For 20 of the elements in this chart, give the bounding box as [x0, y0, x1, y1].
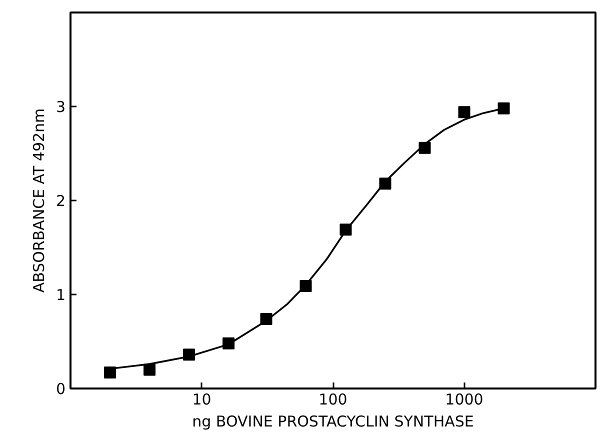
x-tick-label: 100 [318, 390, 348, 408]
point [260, 312, 272, 325]
x-tick-label: 1000 [445, 390, 484, 408]
x-axis-title: ng BOVINE PROSTACYCLIN SYNTHASE [192, 412, 474, 430]
y-tick-label: 3 [56, 98, 66, 116]
y-tick-label: 1 [56, 286, 66, 304]
y-axis-title: ABSORBANCE AT 492nm [30, 108, 48, 293]
point [340, 224, 352, 236]
point [418, 142, 431, 154]
x-tick-label: 10 [192, 390, 212, 408]
point [222, 337, 235, 350]
point [144, 364, 156, 376]
y-tick-label: 2 [56, 192, 66, 210]
y-tick-label: 0 [56, 380, 66, 398]
point [498, 102, 510, 114]
point [458, 106, 470, 118]
point [379, 178, 392, 190]
point [300, 280, 312, 292]
point [104, 366, 116, 379]
point [183, 348, 196, 361]
